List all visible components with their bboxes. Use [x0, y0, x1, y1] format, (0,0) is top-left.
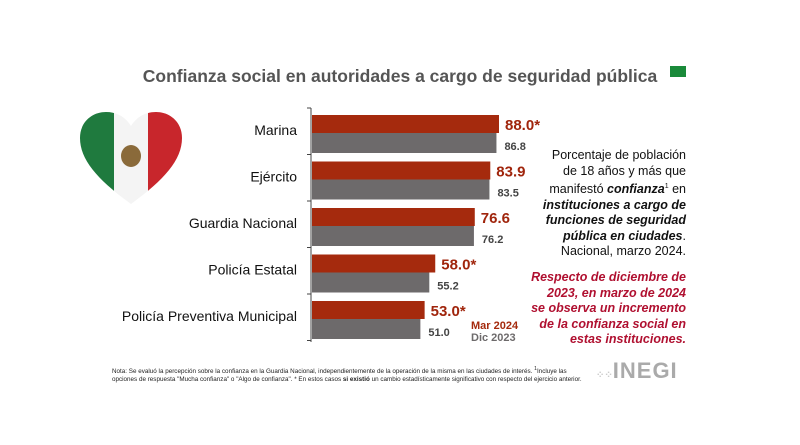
legend-mar-2024: Mar 2024 [471, 320, 519, 332]
data-label-mar-2024: 58.0* [441, 257, 476, 274]
note-text: Nota: Se evaluó la percepción sobre la c… [112, 368, 535, 376]
data-label-mar-2024: 83.9 [496, 164, 525, 181]
bar-mar-2024 [312, 161, 491, 180]
desc-emphasis: instituciones a cargo de funciones de se… [542, 197, 686, 243]
data-label-dic-2023: 55.2 [437, 281, 458, 293]
footnote-mark: 1 [534, 366, 537, 372]
bar-dic-2023 [312, 319, 421, 339]
inegi-logo: ⁘⁘INEGI [596, 358, 678, 383]
bar-dic-2023 [312, 133, 497, 153]
bar-dic-2023 [312, 272, 430, 293]
bar-dic-2023 [312, 226, 474, 246]
category-label: Policía Preventiva Municipal [122, 308, 297, 324]
footnote: Nota: Se evaluó la percepción sobre la c… [112, 365, 592, 384]
chart-title: Confianza social en autoridades a cargo … [142, 66, 658, 86]
data-label-mar-2024: 53.0* [431, 303, 466, 320]
desc-text: en [668, 182, 686, 197]
data-label-dic-2023: 76.2 [482, 234, 503, 246]
note-bold: si existió [342, 376, 370, 384]
bar-mar-2024 [312, 115, 499, 133]
chart-description: Porcentaje de población de 18 años y más… [540, 148, 686, 260]
data-label-dic-2023: 51.0 [428, 327, 449, 339]
legend: Mar 2024 Dic 2023 [471, 320, 518, 344]
category-label: Ejército [250, 169, 297, 185]
green-square-marker [670, 66, 686, 77]
desc-text: . Nacional, marzo 2024. [560, 228, 686, 259]
category-label: Guardia Nacional [189, 215, 297, 231]
data-label-mar-2024: 88.0* [505, 117, 540, 134]
bar-mar-2024 [312, 254, 436, 273]
category-label: Policía Estatal [208, 262, 297, 278]
data-label-dic-2023: 86.8 [504, 141, 525, 153]
highlight-text: Respecto de diciembre de 2023, en marzo … [531, 270, 686, 346]
data-label-dic-2023: 83.5 [497, 188, 518, 200]
desc-emphasis: confianza [607, 182, 665, 197]
bar-dic-2023 [312, 179, 490, 200]
footnote-mark: 1 [664, 183, 669, 190]
mexico-flag-heart-icon [80, 112, 182, 204]
note-text: un cambio estadísticamente significativo… [369, 376, 582, 384]
note-text: Incluye las opciones de respuesta "Mucha… [112, 368, 567, 384]
logo-text: INEGI [612, 358, 678, 383]
bar-mar-2024 [312, 208, 475, 226]
data-label-mar-2024: 76.6 [481, 210, 510, 227]
bar-mar-2024 [312, 301, 425, 319]
legend-dic-2023: Dic 2023 [471, 332, 516, 344]
desc-text: Porcentaje de población de 18 años y más… [549, 148, 686, 197]
category-label: Marina [254, 122, 297, 138]
